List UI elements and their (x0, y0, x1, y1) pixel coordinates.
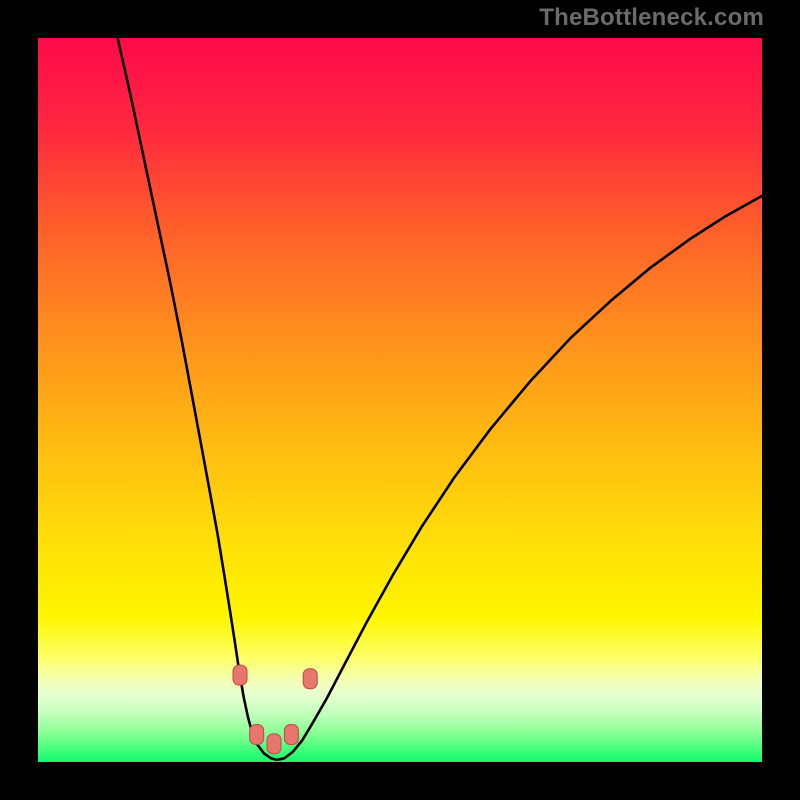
watermark-text: TheBottleneck.com (539, 4, 764, 32)
trough-marker (267, 734, 281, 754)
figure: TheBottleneck.com (0, 0, 800, 800)
trough-marker (284, 724, 298, 744)
plot-svg (38, 38, 762, 762)
trough-marker (303, 669, 317, 689)
trough-marker (233, 665, 247, 685)
trough-marker (250, 724, 264, 744)
gradient-background (38, 38, 762, 762)
plot-area (38, 38, 762, 762)
